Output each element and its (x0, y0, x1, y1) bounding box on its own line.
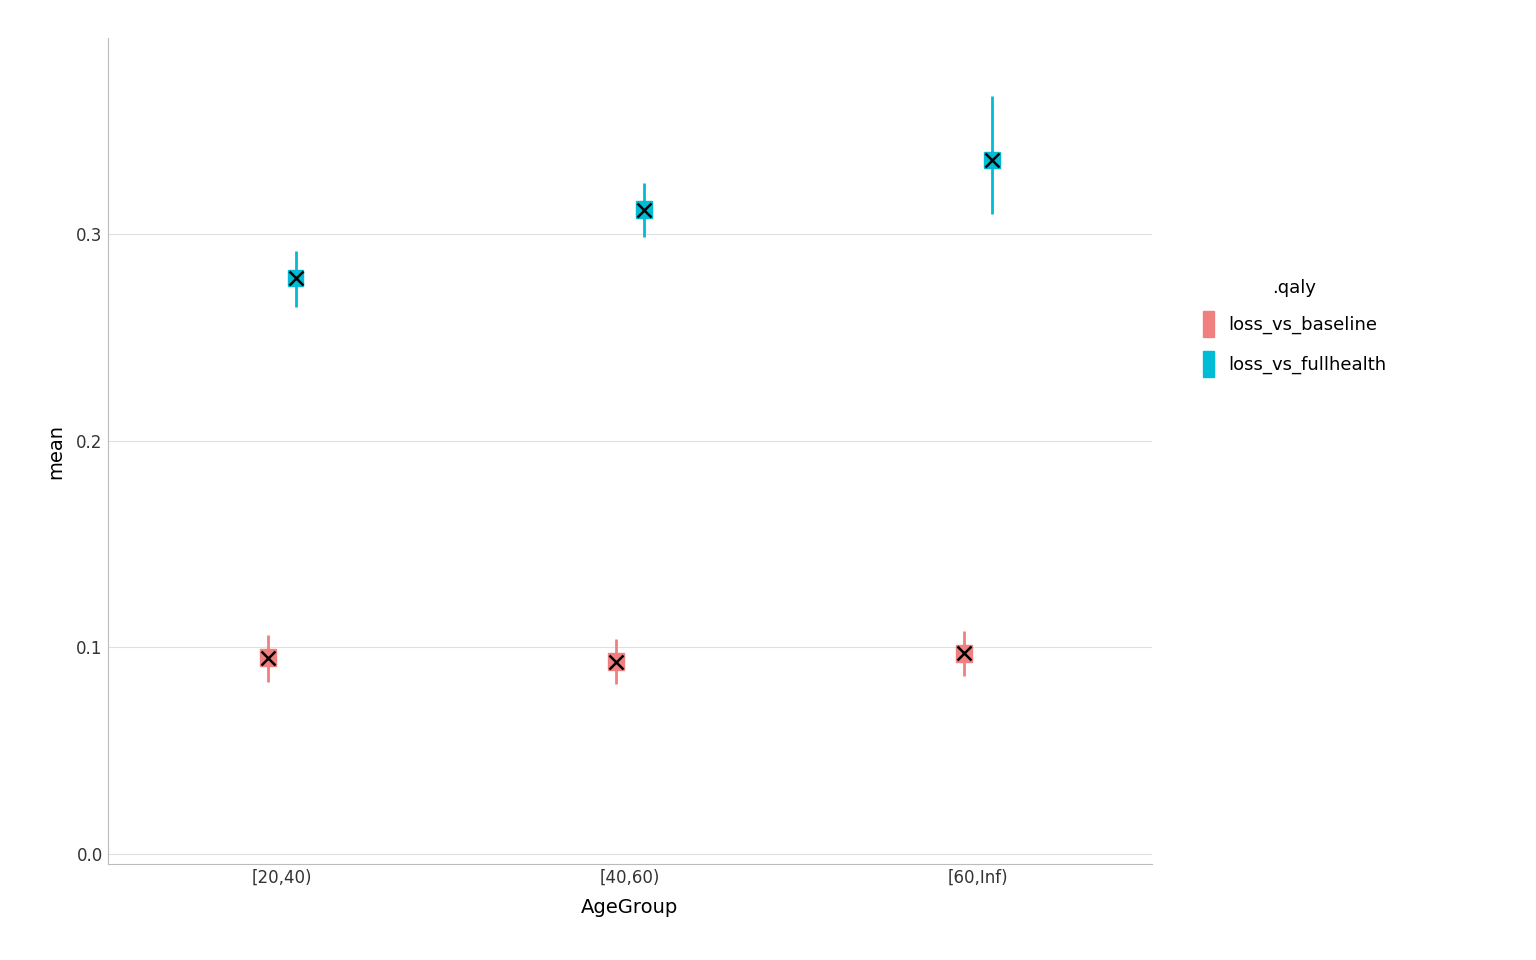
Bar (636, 202, 651, 218)
Legend: loss_vs_baseline, loss_vs_fullhealth: loss_vs_baseline, loss_vs_fullhealth (1203, 278, 1385, 376)
Bar (608, 654, 624, 670)
X-axis label: AgeGroup: AgeGroup (581, 898, 679, 917)
Bar (985, 152, 1000, 168)
Bar (955, 645, 972, 661)
Bar (260, 649, 275, 666)
Bar (287, 270, 304, 286)
Y-axis label: mean: mean (46, 423, 65, 479)
